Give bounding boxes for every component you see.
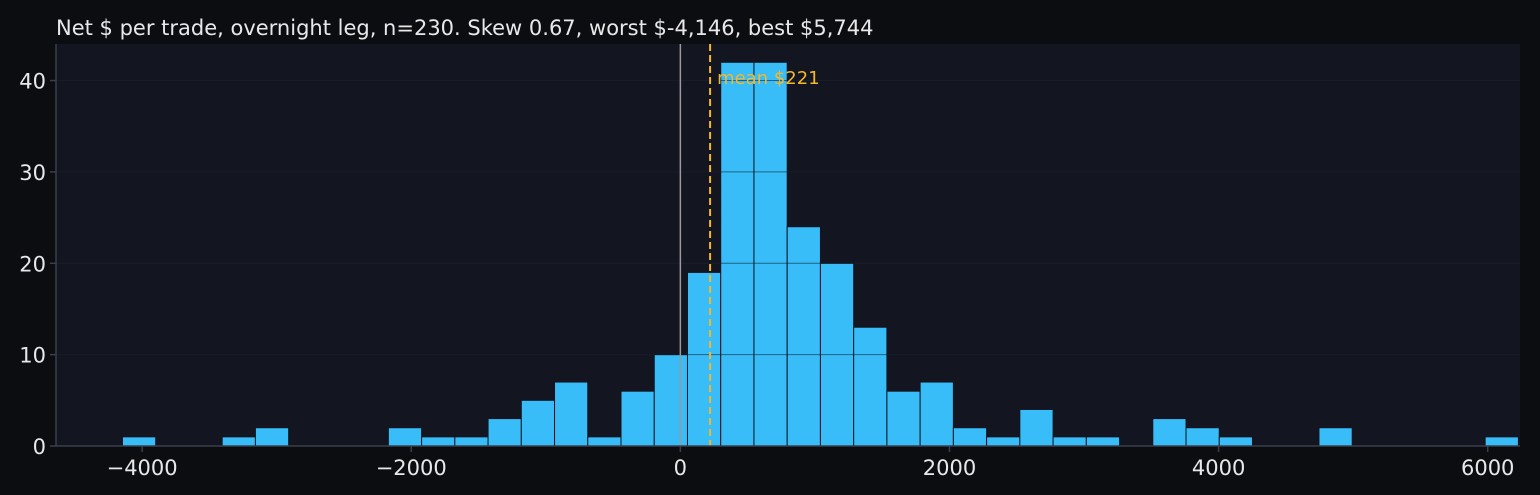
bar-bin-14	[587, 436, 622, 447]
bar-bin-20	[786, 226, 821, 447]
bar-bin-19	[753, 61, 788, 447]
bars	[56, 61, 1520, 447]
bar-bin-27	[1019, 408, 1054, 447]
bar-bin-18	[720, 61, 755, 447]
bar-bin-15	[620, 390, 655, 447]
axes	[55, 44, 1520, 447]
bar-bin-3	[221, 436, 256, 447]
bar-bin-24	[919, 381, 954, 447]
x-tick-label-0: −4000	[107, 456, 178, 480]
bar-bin-0	[121, 436, 157, 447]
bar-bin-25	[952, 427, 988, 447]
bar-bin-16	[653, 354, 688, 447]
x-tick-label-3: 2000	[923, 456, 976, 480]
bar-bin-10	[454, 436, 489, 447]
bar-bin-33	[1218, 436, 1253, 447]
bar-bin-8	[387, 427, 423, 447]
chart-title: Net $ per trade, overnight leg, n=230. S…	[56, 16, 874, 40]
x-tick-label-4: 4000	[1192, 456, 1245, 480]
y-tick-label-3: 30	[19, 161, 46, 185]
bar-bin-17	[686, 271, 722, 447]
x-tick-label-1: −2000	[376, 456, 447, 480]
bar-bin-32	[1185, 427, 1220, 447]
bar-bin-28	[1052, 436, 1087, 447]
bar-bin-4	[254, 427, 290, 447]
y-tick-label-0: 0	[33, 435, 46, 459]
reference-lines: mean $221	[679, 44, 820, 446]
bar-bin-9	[421, 436, 456, 447]
y-tick-label-1: 10	[19, 344, 46, 368]
bar-bin-31	[1152, 418, 1187, 447]
y-tick-label-4: 40	[19, 70, 46, 94]
bar-bin-23	[886, 390, 921, 447]
bar-bin-36	[1318, 427, 1353, 447]
bar-bin-22	[853, 326, 888, 447]
bar-bin-12	[520, 399, 556, 447]
x-tick-label-5: 6000	[1461, 456, 1514, 480]
y-axis-ticks: 0 10 20 30 40	[19, 70, 56, 459]
x-axis-ticks: −4000 −2000 0 2000 4000 6000	[107, 446, 1514, 480]
mean-label: mean $221	[717, 68, 820, 89]
bar-bin-11	[487, 418, 522, 447]
y-tick-label-2: 20	[19, 252, 46, 276]
bar-bin-26	[986, 436, 1021, 447]
bar-bin-13	[554, 381, 589, 447]
x-tick-label-2: 0	[674, 456, 687, 480]
bar-bin-41	[1484, 436, 1519, 447]
bar-bin-29	[1085, 436, 1121, 447]
